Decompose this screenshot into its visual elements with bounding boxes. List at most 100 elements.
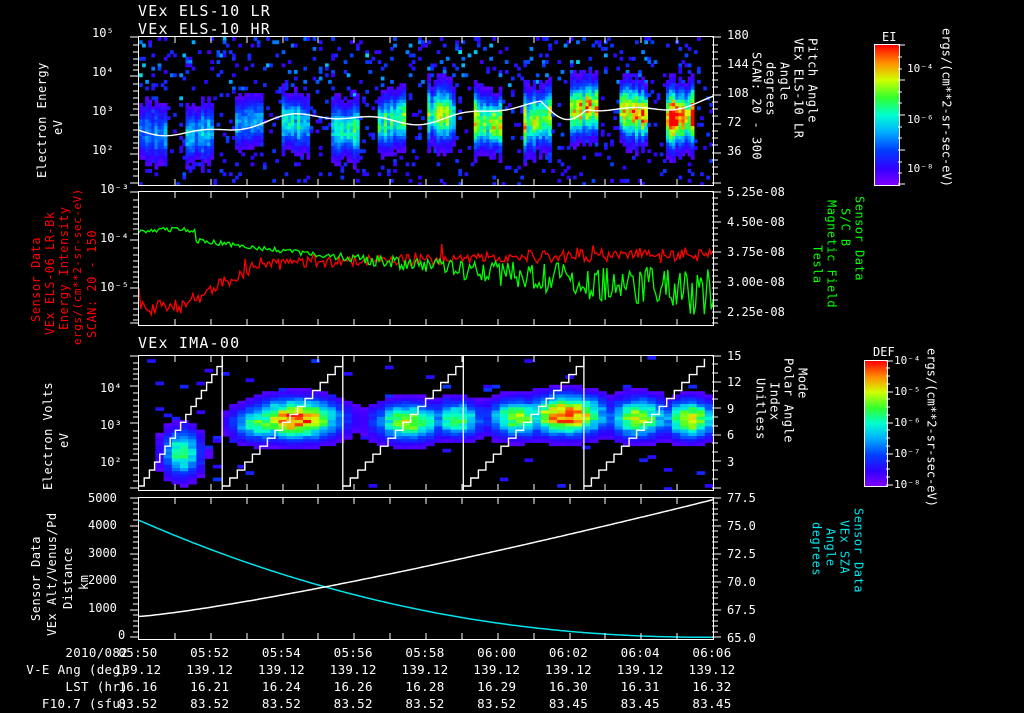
panel1-left-axis-label-2: eV (51, 119, 65, 135)
panel1-right-axis-label-5: SCAN: 20 - 300 (749, 52, 764, 161)
panel3-ytick-0: 10⁴ (100, 381, 122, 395)
panel3-right-axis-label-1: Mode (795, 368, 810, 399)
time-axis-cell: 139.12 (616, 662, 664, 677)
panel3-y2tick-3: 6 (727, 428, 735, 442)
panel1-title-line1: VEx ELS-10 LR (138, 2, 271, 20)
panel2-right-axis-label-4: Tesla (810, 245, 825, 284)
panel4-ytick-2: 3000 (88, 546, 117, 560)
panel1-ytick-1: 10⁴ (92, 65, 114, 79)
time-axis-row-label: 2010/082 (65, 645, 128, 660)
time-axis-cell: 06:02 (548, 645, 589, 660)
time-axis-cell: 16.29 (477, 679, 517, 694)
time-axis-cell: 139.12 (545, 662, 592, 677)
colorbar1-ticks (898, 44, 905, 185)
panel2-y2tick-1: 4.50e-08 (727, 215, 785, 229)
time-axis-cell: 06:06 (692, 645, 732, 660)
panel1-left-ticks (130, 36, 139, 184)
panel3-right-ticks (712, 355, 721, 489)
panel4-y2tick-2: 72.5 (727, 547, 756, 561)
panel1-spectrogram[interactable] (138, 36, 714, 186)
time-axis-cell: 05:52 (190, 645, 230, 660)
panel2-left-axis-label-5: SCAN: 20 - 150 (85, 229, 99, 338)
panel4-ytick-4: 1000 (88, 601, 117, 615)
panel3-right-axis-label-3: Index (767, 382, 782, 421)
panel4-right-axis-label-2: VEx SZA (837, 520, 852, 575)
panel1-right-axis-label-4: degrees (763, 62, 778, 117)
time-axis-cell: 06:00 (477, 645, 517, 660)
panel1-right-axis-label-3: Angle (777, 62, 792, 101)
panel1-y2tick-3: 72 (727, 115, 742, 129)
time-axis-cell: 83.45 (620, 696, 660, 711)
time-axis-cell: 16.31 (620, 679, 660, 694)
time-axis-cell: 16.26 (333, 679, 373, 694)
time-axis-cell: 05:56 (333, 645, 373, 660)
time-axis-row-label: V-E Ang (deg) (26, 662, 128, 677)
time-axis-cell: 83.45 (692, 696, 732, 711)
panel2-left-axis-label-1: Sensor Data (29, 237, 43, 322)
time-axis-cell: 16.30 (548, 679, 589, 694)
panel4-y2tick-0: 77.5 (727, 491, 756, 505)
colorbar2-tick-1: 10⁻⁵ (894, 385, 921, 398)
panel3-right-axis-label-4: Unitless (753, 378, 768, 440)
panel4-left-axis-label-1: Sensor Data (29, 536, 43, 621)
panel4-y2tick-1: 75.0 (727, 519, 756, 533)
panel4-ytick-1: 4000 (88, 518, 117, 532)
panel4-ytick-5: 0 (118, 628, 126, 642)
colorbar1-tick-0: 10⁻⁴ (907, 62, 934, 75)
panel2-y2tick-3: 3.00e-08 (727, 275, 785, 289)
time-axis-cell: 83.45 (548, 696, 589, 711)
panel3-y2tick-0: 15 (727, 349, 742, 363)
colorbar2-tick-3: 10⁻⁷ (894, 447, 921, 460)
colorbar1-units: ergs/(cm**2-sr-sec-eV) (939, 28, 954, 187)
panel2-right-axis-label-2: S/C B (838, 208, 853, 247)
panel2-ytick-1: 10⁻⁴ (100, 231, 129, 245)
panel4-right-axis-label-4: degrees (809, 522, 824, 577)
time-axis-cell: 06:04 (620, 645, 660, 660)
panel2-timeseries[interactable] (138, 191, 714, 326)
time-axis-cell: 16.16 (118, 679, 158, 694)
panel4-timeseries[interactable] (138, 497, 714, 640)
panel3-y2tick-2: 9 (727, 402, 735, 416)
panel4-right-axis-label-3: Angle (823, 528, 838, 567)
time-axis-cell: 139.12 (329, 662, 377, 677)
panel3-left-ticks (130, 355, 139, 489)
panel2-y2tick-2: 3.75e-08 (727, 245, 785, 259)
panel3-y2tick-1: 12 (727, 375, 742, 389)
time-axis-cell: 139.12 (114, 662, 162, 677)
panel3-left-axis-label-2: eV (57, 432, 71, 448)
panel2-right-axis-label-1: Sensor Data (852, 196, 867, 281)
time-axis-cell: 16.24 (261, 679, 302, 694)
panel3-right-axis-label-2: Polar Angle (781, 358, 796, 443)
colorbar1-name: EI (882, 30, 897, 44)
time-axis-cell: 83.52 (118, 696, 158, 711)
time-axis-cell: 139.12 (401, 662, 449, 677)
time-axis-table: 2010/082 05:50 05:52 05:54 05:56 05:58 06:00 06… (0, 645, 790, 713)
colorbar1-gradient[interactable] (874, 44, 900, 186)
colorbar2-tick-4: 10⁻⁸ (894, 478, 921, 491)
panel1-right-ticks (712, 36, 721, 184)
colorbar2-units: ergs/(cm**2-sr-sec-eV) (924, 348, 939, 507)
panel4-right-ticks (712, 497, 721, 638)
panel2-left-axis-label-4: ergs/(cm**2-sr-sec-eV) (71, 188, 84, 345)
panel2-y2tick-0: 5.25e-08 (727, 185, 785, 199)
panel1-y2tick-2: 108 (727, 86, 749, 100)
time-axis-cell: 83.52 (405, 696, 445, 711)
panel4-y2tick-5: 65.0 (727, 631, 756, 645)
panel1-title-line2: VEx ELS-10 HR (138, 20, 271, 38)
panel2-left-ticks (130, 191, 139, 324)
time-axis-cell: 16.32 (692, 679, 732, 694)
panel2-right-ticks (712, 191, 721, 324)
colorbar2-gradient[interactable] (864, 360, 888, 487)
panel3-title: VEx IMA-00 (138, 334, 241, 352)
panel3-y2tick-4: 3 (727, 455, 735, 469)
time-axis-cell: 16.28 (405, 679, 445, 694)
panel2-left-axis-label-3: Energy Intensity (57, 206, 71, 330)
panel3-spectrogram[interactable] (138, 355, 714, 491)
time-axis-cell: 139.12 (473, 662, 521, 677)
panel3-ytick-1: 10³ (100, 418, 122, 432)
panel4-y2tick-3: 70.0 (727, 575, 756, 589)
time-axis-cell: 139.12 (688, 662, 736, 677)
panel1-y2tick-0: 180 (727, 28, 749, 42)
panel1-ytick-2: 10³ (92, 104, 114, 118)
time-axis-cell: 83.52 (477, 696, 517, 711)
